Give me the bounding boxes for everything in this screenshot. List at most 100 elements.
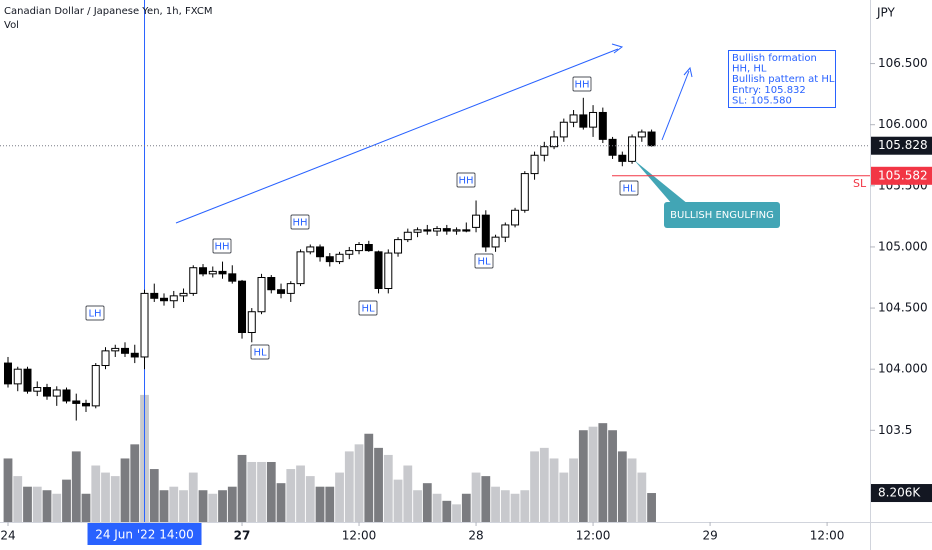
volume-bar	[442, 500, 452, 522]
crosshair-label-box	[87, 523, 202, 545]
candle-body	[589, 111, 598, 128]
swing-label-box	[250, 344, 270, 360]
volume-bar	[598, 423, 608, 522]
x-tick-label: 28	[468, 529, 483, 543]
swing-label: HH	[458, 176, 473, 187]
volume-bar	[286, 469, 296, 522]
volume-bar	[530, 451, 539, 522]
candle-body	[462, 229, 471, 232]
volume-bar	[481, 476, 491, 522]
stop-loss-box	[871, 166, 932, 185]
volume-bar	[374, 447, 383, 522]
candle-body	[257, 277, 266, 313]
candle-body	[189, 267, 198, 294]
volume-bar	[296, 465, 305, 522]
volume-bar	[578, 430, 588, 522]
volume-bar	[52, 493, 62, 522]
swing-label-box	[358, 300, 378, 316]
trend-line	[175, 48, 619, 224]
volume-bar	[588, 426, 598, 522]
swing-label-box	[474, 253, 494, 269]
swing-label: HL	[622, 184, 636, 195]
candle-body	[82, 402, 91, 407]
volume-bar	[110, 476, 120, 522]
candle-body	[325, 256, 334, 263]
candle-body	[413, 229, 422, 233]
volume-bar	[188, 472, 198, 522]
candle-body	[598, 111, 607, 140]
candle-body	[150, 292, 159, 299]
volume-bar	[169, 486, 179, 522]
volume-bar	[120, 458, 130, 522]
candle-body	[647, 131, 656, 147]
volume-bar	[218, 490, 227, 522]
volume-bar	[413, 490, 422, 522]
stop-loss-name: SL	[853, 177, 867, 190]
volume-bar	[101, 472, 110, 522]
volume-title: Vol	[4, 20, 19, 31]
candle-body	[452, 229, 461, 232]
volume-bar	[266, 461, 276, 522]
note-line: HH, HL	[732, 64, 767, 75]
candle-body	[277, 289, 286, 294]
volume-bar	[159, 490, 169, 522]
swing-label: LH	[88, 309, 101, 320]
x-tick-label: 24	[0, 529, 15, 543]
candle-body	[530, 154, 539, 175]
volume-bar	[237, 454, 247, 522]
volume-bar	[608, 430, 617, 522]
volume-bar	[383, 454, 393, 522]
swing-label-box	[572, 76, 592, 92]
volume-bar	[315, 486, 325, 522]
x-tick-label: 27	[234, 529, 251, 543]
volume-bar	[149, 469, 159, 522]
marks	[3, 0, 656, 522]
y-tick-label: 104.000	[878, 362, 928, 376]
volume-bar	[569, 458, 578, 522]
volume-bar	[23, 486, 32, 522]
volume-bar	[335, 472, 344, 522]
volume-bar	[432, 493, 442, 522]
last-price-label: 105.828	[878, 138, 928, 152]
candle-body	[121, 347, 130, 354]
volume-bar	[627, 458, 637, 522]
volume-bar	[500, 490, 510, 522]
y-tick-label: 106.000	[878, 117, 928, 131]
volume-bar	[559, 472, 569, 522]
x-tick-label: 12:00	[810, 529, 845, 543]
candle-body	[267, 277, 276, 291]
candle-body	[569, 114, 578, 123]
candle-body	[637, 131, 646, 138]
volume-label-box	[871, 484, 932, 503]
candle-body	[52, 389, 61, 397]
volume-bar	[393, 479, 403, 522]
candle-body	[628, 136, 637, 162]
candle-body	[579, 114, 588, 128]
candle-body	[540, 146, 549, 156]
swing-label: HH	[574, 80, 589, 91]
candle-body	[179, 292, 188, 297]
candle-body	[286, 283, 295, 294]
candle-body	[247, 311, 256, 334]
last-price-box	[871, 136, 932, 155]
swing-label-box	[212, 238, 232, 254]
y-tick-label: 103.5	[878, 423, 912, 437]
callout-box	[664, 202, 780, 228]
candle-body	[199, 267, 208, 275]
candle-body	[364, 243, 373, 252]
candle-body	[345, 250, 354, 255]
x-tick-label: 12:00	[576, 529, 611, 543]
candle-body	[13, 368, 22, 385]
y-tick-label: 105.000	[878, 239, 928, 253]
crosshair-label: 24 Jun '22 14:00	[95, 528, 194, 542]
note-box	[728, 50, 836, 108]
candle-body	[160, 297, 169, 302]
volume-bar	[520, 490, 530, 522]
swing-label-box	[456, 172, 476, 188]
candle-body	[130, 352, 139, 358]
volume-bar	[452, 504, 461, 522]
volume-bar	[227, 486, 237, 522]
callout-text: BULLISH ENGULFING	[670, 210, 774, 221]
volume-bar	[247, 461, 257, 522]
